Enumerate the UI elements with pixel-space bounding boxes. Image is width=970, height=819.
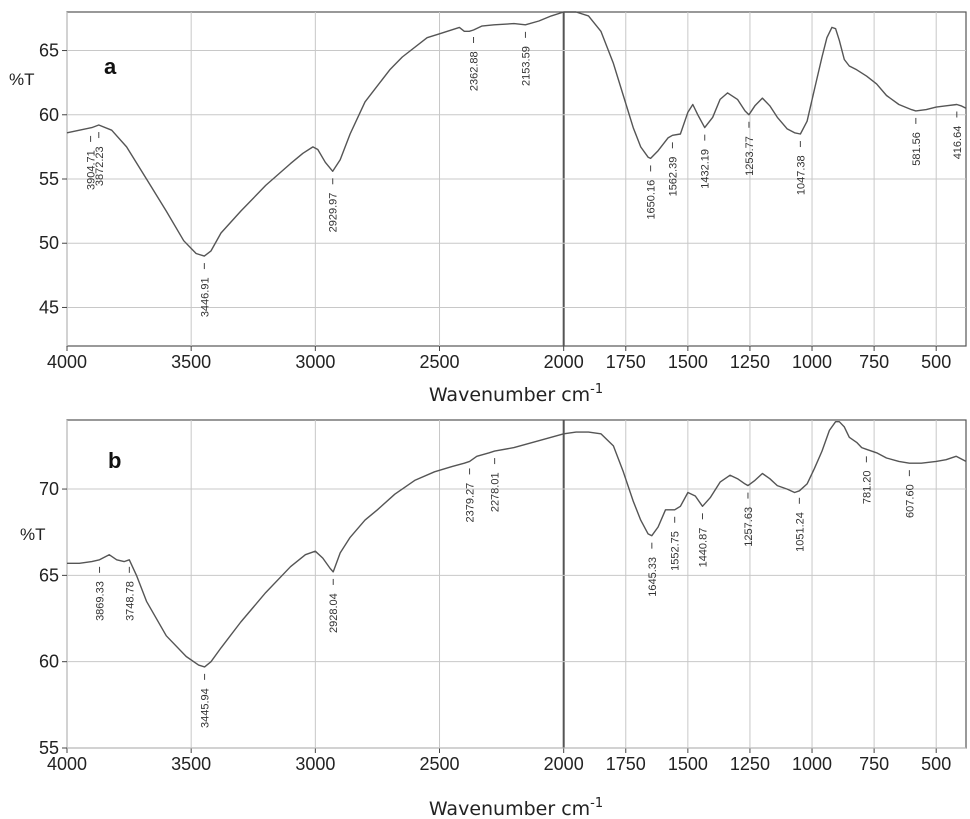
x-tick-label: 2500 [419, 352, 459, 372]
y-tick-label: 70 [39, 479, 59, 499]
peak-label: 1562.39 [667, 157, 679, 197]
peak-label: 2278.01 [490, 472, 502, 512]
peak-label: 1051.24 [794, 512, 806, 552]
x-axis-title-text: Wavenumber cm [429, 384, 590, 406]
peak-label: 2928.04 [328, 593, 340, 633]
x-tick-label: 2500 [419, 754, 459, 774]
x-tick-label: 2000 [544, 352, 584, 372]
x-tick-label: 1750 [606, 352, 646, 372]
x-axis-title-superscript: -1 [590, 382, 603, 397]
x-tick-label: 500 [921, 352, 951, 372]
x-tick-label: 500 [921, 754, 951, 774]
y-tick-label: 50 [39, 233, 59, 253]
peak-label: 607.60 [904, 484, 916, 518]
peak-label: 3446.91 [199, 277, 211, 317]
peak-label: 2379.27 [465, 483, 477, 523]
x-tick-label: 3500 [171, 352, 211, 372]
x-tick-label: 3000 [295, 754, 335, 774]
x-tick-label: 4000 [47, 754, 87, 774]
plot-frame [66, 419, 967, 749]
x-axis-title: Wavenumber cm-1 [429, 796, 603, 819]
y-tick-label: 55 [39, 738, 59, 758]
peak-label: 1645.33 [647, 557, 659, 597]
peak-label: 3445.94 [200, 688, 212, 728]
x-tick-label: 3500 [171, 754, 211, 774]
spectrum-line [67, 421, 967, 668]
peak-label: 1552.75 [670, 531, 682, 571]
x-tick-label: 3000 [295, 352, 335, 372]
peak-label: 3904.71 [86, 150, 98, 190]
peak-label: 1047.38 [795, 155, 807, 195]
x-axis-title: Wavenumber cm-1 [429, 382, 603, 406]
spectrum-line [66, 11, 967, 257]
x-axis-title-superscript: -1 [590, 796, 603, 811]
peak-label: 1440.87 [698, 528, 710, 568]
peak-label: 3869.33 [95, 581, 107, 621]
y-tick-label: 65 [39, 565, 59, 585]
panel-letter: b [108, 448, 121, 473]
y-tick-label: 65 [39, 41, 59, 61]
peak-label: 2929.97 [328, 193, 340, 233]
x-tick-label: 4000 [47, 352, 87, 372]
x-tick-label: 2000 [544, 754, 584, 774]
y-tick-label: 60 [39, 652, 59, 672]
peak-label: 416.64 [952, 126, 964, 160]
x-tick-label: 750 [859, 754, 889, 774]
y-tick-label: 45 [39, 297, 59, 317]
panel-b: 4000 3500 3000 2500 2000 1750 1500 1250 1000 750 5… [20, 419, 967, 819]
x-tick-label: 1000 [792, 754, 832, 774]
y-axis-label: %T [20, 525, 46, 544]
peak-label: 1253.77 [744, 136, 756, 176]
panel-letter: a [104, 54, 117, 79]
y-tick-label: 55 [39, 169, 59, 189]
peak-label: 2362.88 [469, 51, 481, 91]
y-tick-label: 60 [39, 105, 59, 125]
y-axis-label: %T [9, 70, 35, 89]
peak-label: 1432.19 [700, 149, 712, 189]
peak-label: 1257.63 [743, 507, 755, 547]
x-axis-title-text: Wavenumber cm [429, 798, 590, 819]
panel-a: 4000 3500 3000 2500 2000 1750 1500 1250 1000 750 5… [9, 11, 967, 406]
x-tick-label: 1250 [730, 754, 770, 774]
peak-label: 3748.78 [124, 581, 136, 621]
x-tick-label: 1500 [668, 754, 708, 774]
x-tick-label: 1750 [606, 754, 646, 774]
peak-label: 581.56 [911, 132, 923, 166]
peak-label: 3872.23 [94, 146, 106, 186]
peak-label: 1650.16 [646, 180, 658, 220]
x-tick-label: 1000 [792, 352, 832, 372]
x-tick-label: 750 [859, 352, 889, 372]
peak-label: 781.20 [861, 470, 873, 504]
peak-label: 2153.59 [520, 46, 532, 86]
x-tick-label: 1250 [730, 352, 770, 372]
x-tick-label: 1500 [668, 352, 708, 372]
